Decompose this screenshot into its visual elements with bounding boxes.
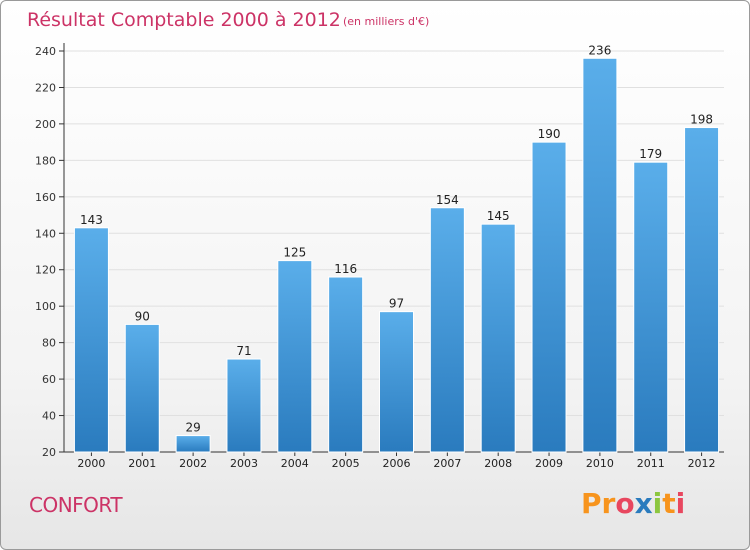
bar-value-label: 154: [436, 193, 459, 207]
x-tick-label: 2007: [433, 457, 461, 470]
y-tick-label: 80: [42, 337, 56, 350]
logo-letter: x: [634, 487, 653, 520]
bar-value-label: 97: [389, 297, 404, 311]
bar-value-label: 236: [588, 43, 611, 57]
bar-value-label: 179: [639, 147, 662, 161]
x-tick-label: 2006: [383, 457, 411, 470]
bars: [73, 57, 720, 453]
x-tick-label: 2003: [230, 457, 258, 470]
bar: [226, 358, 262, 453]
y-tick-label: 40: [42, 410, 56, 423]
logo-letter: t: [662, 487, 676, 520]
x-tick-label: 2001: [128, 457, 156, 470]
x-tick-label: 2012: [688, 457, 716, 470]
bar-value-label: 29: [185, 421, 200, 435]
x-tick-label: 2011: [637, 457, 665, 470]
y-tick-label: 20: [42, 446, 56, 459]
y-tick-label: 140: [35, 227, 56, 240]
logo-letter: i: [652, 487, 663, 520]
x-tick-label: 2008: [484, 457, 512, 470]
chart-subtitle: (en milliers d'€): [343, 15, 430, 28]
x-tick-label: 2010: [586, 457, 614, 470]
bar: [277, 260, 313, 453]
bar-value-label: 125: [283, 246, 306, 260]
bar: [480, 223, 516, 453]
bar: [328, 276, 364, 453]
logo-letter: i: [675, 487, 686, 520]
labels: 20 40 60 80 100 120 140 160 180 200 220 240 143 2000 9…: [35, 43, 716, 470]
y-tick-label: 100: [35, 300, 56, 313]
bar: [429, 207, 465, 453]
bar-value-label: 116: [334, 262, 357, 276]
bar: [684, 127, 720, 453]
logo-letter: P: [581, 487, 602, 520]
logo-letter: r: [601, 487, 616, 520]
bar: [73, 227, 109, 453]
y-tick-label: 200: [35, 118, 56, 131]
logo-letter: o: [615, 487, 635, 520]
x-tick-label: 2000: [77, 457, 105, 470]
y-tick-label: 60: [42, 373, 56, 386]
y-tick-label: 160: [35, 191, 56, 204]
x-tick-label: 2005: [332, 457, 360, 470]
bar: [175, 435, 211, 453]
bar: [582, 57, 618, 453]
bar: [633, 161, 669, 453]
y-tick-label: 240: [35, 45, 56, 58]
chart-title: Résultat Comptable 2000 à 2012: [27, 9, 341, 31]
bar-value-label: 71: [236, 344, 251, 358]
x-tick-label: 2009: [535, 457, 563, 470]
bar-value-label: 190: [538, 127, 561, 141]
bar-value-label: 143: [80, 213, 103, 227]
bar-value-label: 145: [487, 209, 510, 223]
bar: [531, 141, 567, 453]
commune-name: CONFORT: [29, 493, 123, 517]
x-tick-label: 2002: [179, 457, 207, 470]
proxiti-logo: Proxiti: [581, 487, 685, 520]
y-tick-label: 120: [35, 264, 56, 277]
bar: [379, 311, 414, 453]
y-tick-label: 180: [35, 154, 56, 167]
bar: [124, 323, 160, 453]
x-tick-label: 2004: [281, 457, 309, 470]
bar-value-label: 90: [135, 309, 150, 323]
y-tick-label: 220: [35, 81, 56, 94]
bar-value-label: 198: [690, 113, 713, 127]
